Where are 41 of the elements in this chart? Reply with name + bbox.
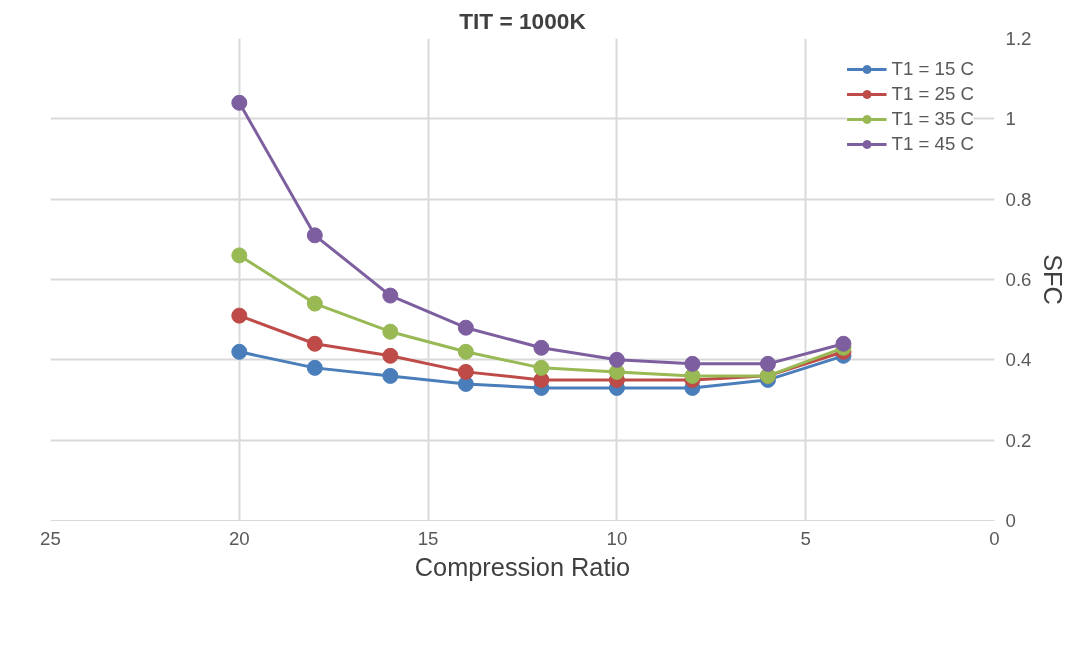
point: [231, 247, 248, 264]
x-tick-label: 0: [989, 527, 1000, 549]
point: [457, 363, 474, 380]
x-tick-label: 15: [417, 527, 439, 549]
y-tick-label: 1.2: [1005, 28, 1032, 49]
y-tick-label: 0.8: [1005, 188, 1032, 210]
legend-label: T1 = 35 C: [891, 108, 974, 130]
point: [835, 335, 852, 352]
point: [759, 355, 776, 372]
y-tick-label: 0.4: [1005, 349, 1032, 371]
point: [306, 227, 323, 244]
y-tick-label: 0: [1005, 510, 1016, 531]
point: [382, 347, 399, 364]
y-tick-label: 0.6: [1005, 269, 1032, 290]
legend-label: T1 = 15 C: [891, 58, 974, 80]
x-tick-label: 5: [800, 527, 811, 549]
y-tick-label: 0.2: [1005, 429, 1032, 451]
point: [231, 307, 248, 324]
point: [382, 287, 399, 304]
x-tick-label: 20: [228, 527, 250, 549]
point: [382, 323, 399, 340]
legend-label: T1 = 25 C: [891, 83, 974, 105]
legend-label: T1 = 45 C: [891, 133, 974, 155]
point: [457, 319, 474, 336]
chart-title: TIT = 1000K: [459, 7, 587, 34]
x-tick-label: 10: [606, 527, 628, 549]
point: [608, 351, 625, 368]
x-axis-title: Compression Ratio: [414, 552, 631, 581]
y-axis-title: SFC: [1039, 254, 1068, 305]
point: [306, 295, 323, 312]
point: [533, 359, 550, 376]
y-tick-label: 1: [1005, 108, 1016, 130]
point: [684, 355, 701, 372]
point: [306, 335, 323, 352]
point: [306, 359, 323, 376]
point: [533, 339, 550, 356]
point: [457, 343, 474, 360]
point: [231, 343, 248, 360]
point: [231, 94, 248, 111]
x-tick-label: 25: [40, 527, 61, 549]
point: [382, 367, 399, 384]
